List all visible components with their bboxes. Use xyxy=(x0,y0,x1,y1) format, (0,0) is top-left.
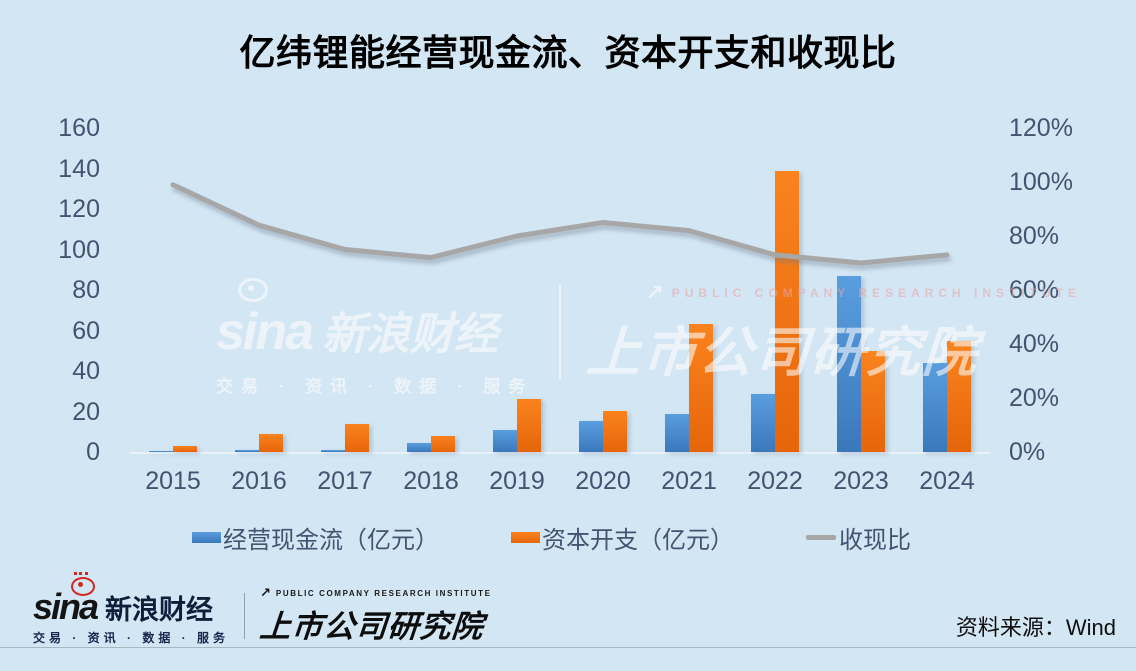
footer-sina-tagline: 交易 · 资讯 · 数据 · 服务 xyxy=(33,630,229,645)
arrow-up-right-icon: ↗ xyxy=(260,585,271,600)
footer-institute-logo: ↗ PUBLIC COMPANY RESEARCH INSTITUTE 上市公司… xyxy=(258,585,492,646)
footer-institute-cn: 上市公司研究院 xyxy=(258,609,486,644)
footer-sina-logo: sina 新浪财经 交易 · 资讯 · 数据 · 服务 xyxy=(33,571,229,646)
bar-经营现金流（亿元）-2023 xyxy=(837,275,861,452)
footer-institute-en: PUBLIC COMPANY RESEARCH INSTITUTE xyxy=(275,588,492,598)
x-axis-label-2016: 2016 xyxy=(231,467,287,495)
legend-swatch xyxy=(806,535,836,540)
footer-logo-divider xyxy=(244,592,245,639)
footer-sina-cn-text: 新浪财经 xyxy=(105,594,214,625)
right-axis-tick: 40% xyxy=(1009,330,1060,358)
left-axis-tick: 160 xyxy=(58,114,100,142)
bar-经营现金流（亿元）-2015 xyxy=(149,450,173,452)
bar-资本开支（亿元）-2016 xyxy=(259,433,283,452)
left-axis-tick: 100 xyxy=(58,235,100,264)
plot-area xyxy=(130,128,990,454)
bar-经营现金流（亿元）-2017 xyxy=(321,449,345,452)
bar-经营现金流（亿元）-2021 xyxy=(665,414,689,452)
sina-eye-icon xyxy=(71,571,95,596)
x-axis-label-2019: 2019 xyxy=(489,467,545,495)
x-axis-label-2017: 2017 xyxy=(317,467,373,495)
data-source-label: 资料来源：Wind xyxy=(955,615,1116,640)
right-axis-tick: 0% xyxy=(1009,438,1046,466)
left-axis-tick: 0 xyxy=(86,438,100,466)
left-axis-tick: 140 xyxy=(58,154,100,183)
left-axis-tick: 120 xyxy=(58,195,100,223)
legend-swatch xyxy=(192,532,221,543)
left-axis-tick: 20 xyxy=(72,397,100,426)
x-axis-label-2022: 2022 xyxy=(747,467,803,495)
bar-资本开支（亿元）-2021 xyxy=(689,324,713,452)
bar-经营现金流（亿元）-2019 xyxy=(493,429,517,452)
chart-title: 亿纬锂能经营现金流、资本开支和收现比 xyxy=(239,32,897,73)
legend-label: 收现比 xyxy=(839,527,911,554)
bar-资本开支（亿元）-2022 xyxy=(775,170,799,452)
left-axis-tick: 40 xyxy=(72,357,100,385)
right-axis-tick: 100% xyxy=(1009,168,1073,196)
x-axis-label-2018: 2018 xyxy=(403,467,459,495)
bar-资本开支（亿元）-2019 xyxy=(517,399,541,452)
x-axis-label-2020: 2020 xyxy=(575,467,631,495)
legend-item: 经营现金流（亿元） xyxy=(192,520,439,555)
x-axis-label-2024: 2024 xyxy=(919,467,975,495)
bar-资本开支（亿元）-2018 xyxy=(431,435,455,452)
bar-经营现金流（亿元）-2020 xyxy=(579,420,603,452)
right-axis-tick: 60% xyxy=(1009,276,1060,304)
bar-资本开支（亿元）-2023 xyxy=(861,350,885,452)
bar-资本开支（亿元）-2015 xyxy=(173,445,197,452)
right-axis-tick: 120% xyxy=(1009,114,1073,142)
right-axis-tick: 20% xyxy=(1009,384,1060,412)
footer-divider-line xyxy=(0,647,1136,648)
legend-label: 资本开支（亿元） xyxy=(542,527,734,554)
bar-经营现金流（亿元）-2024 xyxy=(923,362,947,452)
legend-item: 资本开支（亿元） xyxy=(511,520,734,555)
x-axis-label-2023: 2023 xyxy=(833,467,889,495)
legend-swatch xyxy=(511,532,540,543)
bar-经营现金流（亿元）-2016 xyxy=(235,450,259,452)
left-axis-tick: 60 xyxy=(72,316,100,345)
legend-label: 经营现金流（亿元） xyxy=(223,527,439,554)
footer-logos: sina 新浪财经 交易 · 资讯 · 数据 · 服务 ↗ PUBLIC COM… xyxy=(33,571,492,646)
x-axis-label-2015: 2015 xyxy=(145,467,201,495)
bar-资本开支（亿元）-2020 xyxy=(603,410,627,452)
ratio-line xyxy=(170,182,950,266)
x-axis-label-2021: 2021 xyxy=(661,467,717,495)
left-axis-tick: 80 xyxy=(72,276,100,304)
bar-资本开支（亿元）-2024 xyxy=(947,340,971,452)
bar-经营现金流（亿元）-2018 xyxy=(407,443,431,452)
legend: 经营现金流（亿元） 资本开支（亿元） 收现比 xyxy=(192,520,911,555)
bar-经营现金流（亿元）-2022 xyxy=(751,394,775,452)
legend-item: 收现比 xyxy=(806,520,911,555)
bar-资本开支（亿元）-2017 xyxy=(345,423,369,452)
right-axis-tick: 80% xyxy=(1009,222,1060,250)
